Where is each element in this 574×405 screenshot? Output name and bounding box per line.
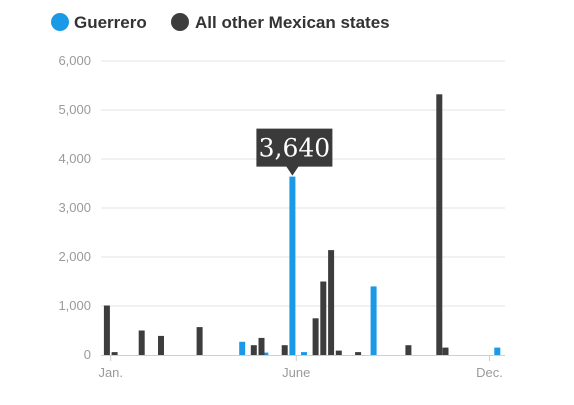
legend-swatch-other-states [171, 13, 189, 31]
bar-guerrero [494, 347, 501, 355]
bar-all-other-mexican-states [312, 318, 319, 356]
bar-guerrero [262, 352, 269, 355]
callout-value-label: 3,640 [259, 134, 331, 163]
bar-guerrero [289, 176, 296, 355]
y-tick-label: 6,000 [58, 53, 91, 68]
y-axis-ticks: 0 1,000 2,000 3,000 4,000 5,000 6,000 [58, 53, 91, 362]
bar-all-other-mexican-states [281, 345, 288, 355]
bar-all-other-mexican-states [196, 327, 203, 355]
gridlines [101, 60, 505, 307]
y-tick-label: 1,000 [58, 298, 91, 313]
x-tick-label: Jan. [98, 365, 123, 380]
legend: Guerrero All other Mexican states [51, 13, 390, 32]
bar-all-other-mexican-states [138, 330, 145, 355]
bar-all-other-mexican-states [335, 350, 342, 355]
bar-guerrero [301, 352, 307, 355]
bar-all-other-mexican-states [355, 352, 362, 355]
bar-all-other-mexican-states [328, 250, 335, 355]
bar-all-other-mexican-states [442, 347, 449, 355]
y-tick-label: 0 [84, 347, 91, 362]
legend-swatch-guerrero [51, 13, 69, 31]
bar-all-other-mexican-states [250, 345, 257, 355]
y-tick-label: 5,000 [58, 102, 91, 117]
bar-all-other-mexican-states [111, 352, 118, 355]
bar-all-other-mexican-states [320, 281, 327, 355]
y-tick-label: 4,000 [58, 151, 91, 166]
bar-all-other-mexican-states [103, 305, 110, 355]
x-tick-label: June [282, 365, 310, 380]
bar-all-other-mexican-states [436, 94, 443, 356]
bar-all-other-mexican-states [405, 345, 412, 355]
bar-guerrero [239, 341, 246, 355]
value-callout: 3,640 [256, 128, 333, 176]
callout-background [256, 128, 333, 176]
y-tick-label: 3,000 [58, 200, 91, 215]
bar-guerrero [370, 286, 377, 355]
x-axis: Jan. June Dec. [98, 355, 505, 380]
x-tick-label: Dec. [476, 365, 503, 380]
y-tick-label: 2,000 [58, 249, 91, 264]
bar-all-other-mexican-states [158, 335, 164, 355]
bars [103, 94, 501, 356]
bar-all-other-mexican-states [258, 337, 265, 355]
legend-label-other-states: All other Mexican states [195, 13, 390, 32]
legend-label-guerrero: Guerrero [74, 13, 147, 32]
